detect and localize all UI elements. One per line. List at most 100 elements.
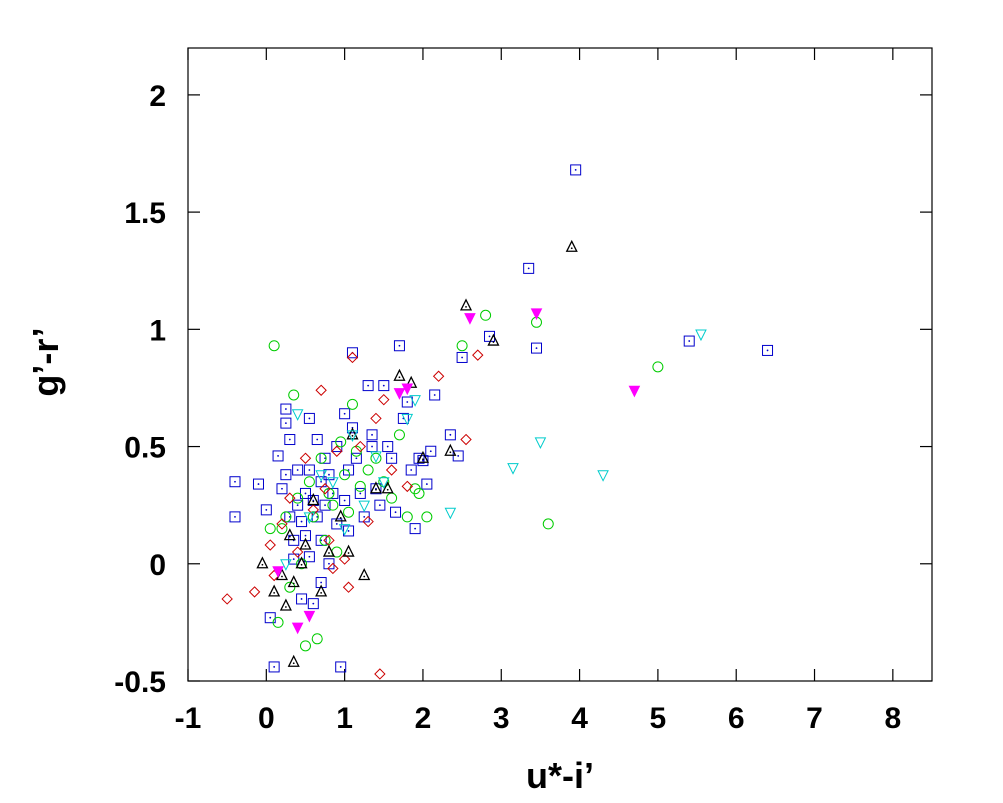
data-point-square [292, 464, 304, 476]
x-tick-label: 4 [571, 702, 588, 735]
data-point-diamond [291, 546, 304, 558]
data-point-square [409, 523, 421, 535]
data-point-diamond [315, 384, 327, 396]
data-point-triangle-down-filled [464, 313, 476, 325]
data-point-square [425, 445, 437, 457]
data-point-square [683, 335, 695, 347]
data-point-triangle-up [295, 556, 308, 569]
data-point-square [386, 452, 398, 464]
data-point-diamond [342, 581, 355, 593]
data-point-circle [284, 581, 296, 593]
data-point-square [284, 511, 296, 523]
data-point-triangle-down-filled [272, 566, 284, 578]
data-point-circle [393, 429, 405, 441]
data-point-diamond [354, 440, 367, 453]
data-point-square [366, 441, 378, 453]
data-point-circle [299, 640, 311, 652]
data-point-triangle-up [256, 556, 269, 569]
y-tick-label: 2 [149, 80, 166, 113]
data-point-triangle-up [369, 481, 383, 494]
x-axis-ticks: -1 0 1 2 3 4 5 6 7 8 [175, 48, 901, 735]
data-point-square [315, 577, 327, 589]
data-point-circle [421, 511, 433, 523]
data-point-triangle-up [565, 239, 578, 252]
data-point-circle [276, 523, 288, 535]
data-point-triangle-down-filled [530, 308, 543, 321]
data-point-diamond [460, 433, 472, 446]
data-point-square [252, 478, 264, 490]
data-point-circle [401, 511, 413, 523]
data-point-square [229, 476, 241, 488]
data-point-diamond [378, 393, 390, 406]
data-point-square [288, 553, 300, 565]
data-point-square [405, 464, 417, 476]
data-point-square [323, 558, 335, 570]
data-point-square [284, 434, 296, 446]
data-point-square [276, 483, 288, 495]
data-point-diamond [385, 464, 398, 476]
x-axis-label: u*-i’ [526, 755, 594, 796]
x-tick-label: 8 [884, 702, 901, 735]
data-point-triangle-down-filled [303, 610, 316, 623]
data-point-square [268, 661, 280, 673]
data-point-circle [292, 492, 304, 504]
data-point-circle [370, 452, 382, 464]
data-point-diamond [264, 539, 276, 551]
data-point-triangle-up [307, 493, 320, 506]
data-point-circle [335, 436, 347, 448]
data-point-circle [456, 340, 468, 352]
data-point-square [272, 450, 284, 462]
data-point-triangle-down [444, 507, 457, 520]
data-point-circle [480, 309, 492, 321]
data-point-diamond [472, 349, 484, 361]
y-tick-label: 0.5 [124, 432, 166, 465]
data-point-square [354, 487, 366, 499]
data-point-circle [350, 445, 362, 457]
data-point-circle [319, 534, 331, 546]
data-point-triangle-down [315, 470, 327, 482]
data-point-circle [311, 633, 323, 645]
data-point-circle [323, 487, 335, 499]
data-point-square [335, 661, 347, 673]
y-axis-ticks: -0.5 0 0.5 1 1.5 2 [114, 80, 932, 699]
data-point-square [339, 408, 351, 420]
data-point-square [366, 429, 378, 441]
data-point-triangle-down [280, 559, 292, 571]
data-point-diamond [370, 412, 382, 425]
data-point-circle [264, 523, 276, 535]
data-point-triangle-down [303, 512, 316, 525]
data-point-square [292, 499, 304, 511]
data-point-square [303, 464, 315, 476]
data-point-triangle-down [534, 437, 547, 449]
data-point-circle [339, 469, 351, 481]
data-point-triangle-down [409, 395, 421, 407]
series-triangle-down-filled [272, 308, 641, 635]
data-point-circle [343, 506, 355, 518]
data-point-square [374, 499, 386, 511]
data-point-triangle-up [487, 333, 500, 346]
x-tick-label: 0 [258, 702, 275, 735]
data-point-square [264, 612, 276, 624]
data-point-square [382, 441, 394, 453]
data-point-square [303, 551, 315, 563]
data-point-square [401, 396, 413, 408]
data-point-triangle-down [291, 409, 304, 421]
data-point-circle [652, 361, 664, 373]
data-point-square [390, 506, 402, 518]
x-tick-label: -1 [175, 702, 202, 735]
data-point-circle [354, 480, 366, 492]
data-point-circle [280, 511, 292, 523]
data-point-diamond [319, 483, 331, 495]
data-point-square [378, 380, 390, 392]
data-point-triangle-up [268, 584, 281, 597]
data-point-square [280, 417, 292, 429]
series-square-dot [229, 164, 774, 673]
x-tick-label: 2 [415, 702, 432, 735]
data-point-square [523, 262, 535, 274]
data-points [221, 164, 774, 680]
data-point-triangle-up [299, 537, 312, 550]
data-point-square [260, 504, 272, 516]
data-point-square [429, 389, 441, 401]
data-point-diamond [276, 518, 288, 530]
data-point-triangle-up [459, 298, 473, 311]
